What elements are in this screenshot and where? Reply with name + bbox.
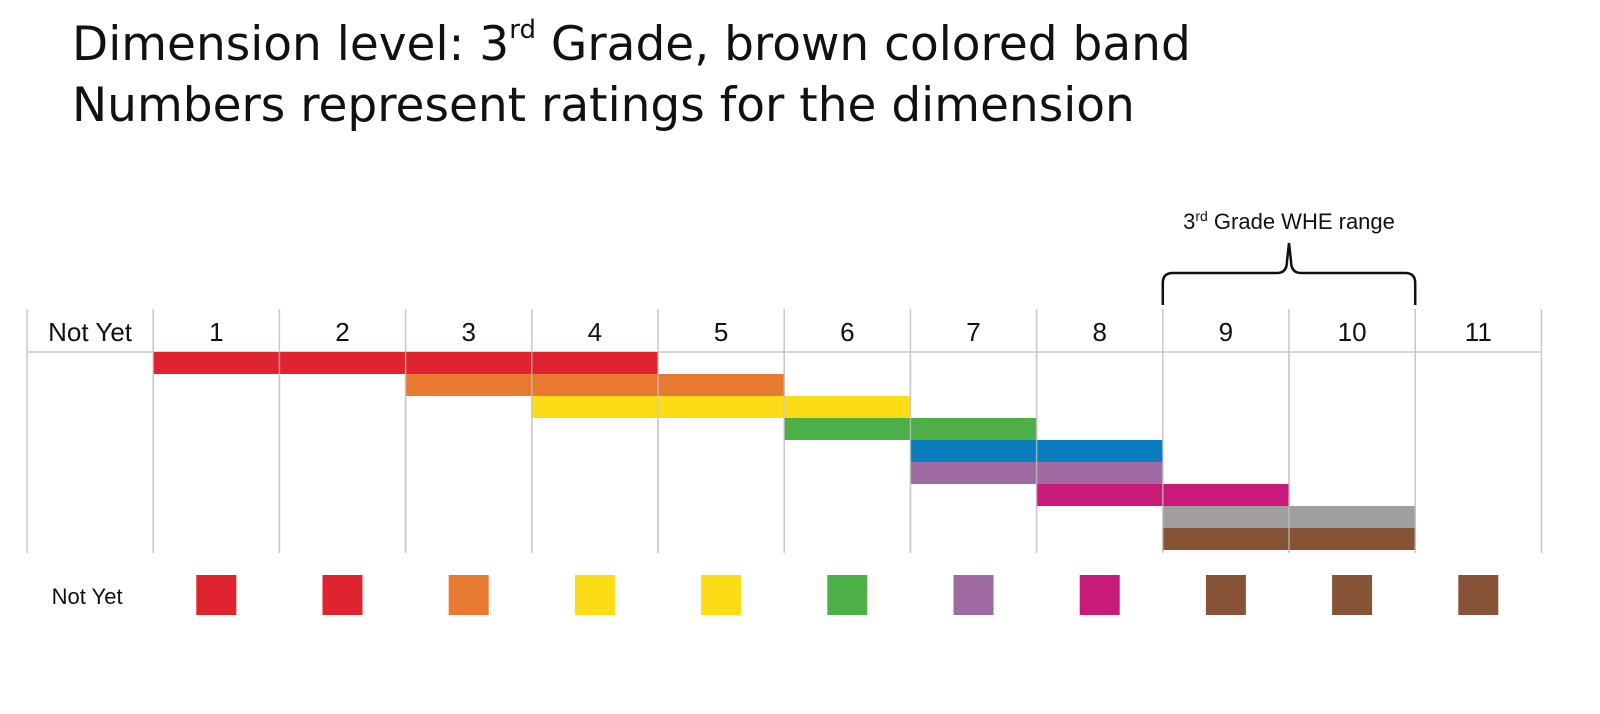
band-segment bbox=[1036, 462, 1163, 484]
legend-swatch bbox=[701, 575, 742, 615]
column-header: 4 bbox=[588, 317, 602, 347]
column-header: 1 bbox=[209, 317, 223, 347]
range-bracket bbox=[1161, 242, 1417, 305]
legend-swatch bbox=[1458, 575, 1499, 615]
column-header: 2 bbox=[335, 317, 349, 347]
range-label: 3rd Grade WHE range bbox=[1183, 208, 1395, 234]
band-segment bbox=[658, 396, 785, 418]
band-segment bbox=[910, 418, 1037, 440]
column-header: 7 bbox=[966, 317, 980, 347]
band-segment bbox=[531, 396, 658, 418]
grade-range-bracket: 3rd Grade WHE range bbox=[1161, 208, 1417, 305]
column-header: 5 bbox=[714, 317, 728, 347]
band-segment bbox=[1162, 506, 1289, 528]
band-segment bbox=[1289, 528, 1416, 550]
color-bands bbox=[152, 352, 1416, 553]
column-header: 3 bbox=[461, 317, 475, 347]
legend-swatch bbox=[196, 575, 237, 615]
band-segment bbox=[910, 440, 1037, 462]
column-header: 8 bbox=[1092, 317, 1106, 347]
legend-swatch bbox=[1205, 575, 1246, 615]
title-line-2: Numbers represent ratings for the dimens… bbox=[72, 78, 1135, 133]
legend-swatch bbox=[574, 575, 615, 615]
column-headers: Not Yet 1 2 3 4 5 6 7 8 9 10 11 bbox=[48, 317, 1492, 347]
column-header: 6 bbox=[840, 317, 854, 347]
band-segment bbox=[405, 352, 532, 374]
band-segment bbox=[405, 374, 532, 396]
band-segment bbox=[658, 374, 785, 396]
legend: Not Yet bbox=[52, 575, 1499, 615]
band-segment bbox=[1289, 506, 1416, 528]
band-segment bbox=[784, 396, 911, 418]
band-segment bbox=[1162, 484, 1289, 506]
band-segment bbox=[1162, 528, 1289, 550]
band-segment bbox=[784, 418, 911, 440]
band-segment bbox=[153, 352, 280, 374]
band-segment bbox=[531, 352, 658, 374]
legend-swatch bbox=[448, 575, 489, 615]
legend-label: Not Yet bbox=[52, 584, 123, 609]
band-segment bbox=[531, 374, 658, 396]
column-header: 9 bbox=[1219, 317, 1233, 347]
band-segment bbox=[279, 352, 406, 374]
column-header: 10 bbox=[1338, 317, 1367, 347]
page-title: Dimension level: 3rd Grade, brown colore… bbox=[72, 14, 1532, 136]
column-header: Not Yet bbox=[48, 317, 133, 347]
legend-swatch bbox=[322, 575, 363, 615]
legend-swatch bbox=[1332, 575, 1373, 615]
title-line-1: Dimension level: 3rd Grade, brown colore… bbox=[72, 15, 1191, 72]
legend-swatch bbox=[1079, 575, 1120, 615]
column-header: 11 bbox=[1465, 317, 1492, 347]
band-segment bbox=[1036, 484, 1163, 506]
legend-swatch bbox=[953, 575, 994, 615]
band-segment bbox=[910, 462, 1037, 484]
legend-swatch bbox=[827, 575, 868, 615]
band-segment bbox=[1036, 440, 1163, 462]
